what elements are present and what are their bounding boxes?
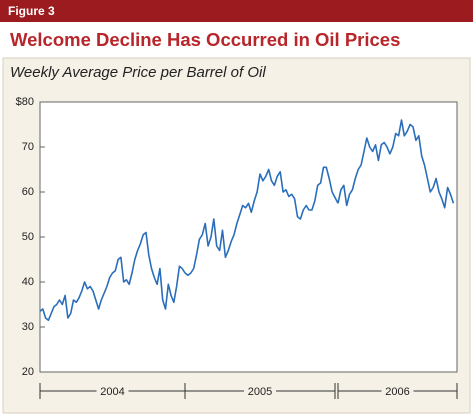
y-tick-label: 50 [22, 231, 34, 243]
chart-title: Welcome Decline Has Occurred in Oil Pric… [10, 29, 400, 50]
figure-label: Figure 3 [8, 4, 55, 18]
y-tick-label: 20 [22, 366, 34, 378]
x-period-label: 2006 [385, 386, 409, 398]
y-tick-label: 40 [22, 276, 34, 288]
x-period-label: 2004 [100, 386, 124, 398]
y-tick-label: 30 [22, 321, 34, 333]
chart-subtitle: Weekly Average Price per Barrel of Oil [10, 64, 266, 81]
price-line [184, 166, 333, 277]
y-tick-label: 70 [22, 141, 34, 153]
header-bar [0, 0, 473, 22]
line-connector [331, 191, 339, 204]
price-line [39, 231, 183, 322]
y-tick-label: 60 [22, 186, 34, 198]
price-line [337, 119, 455, 209]
x-period-label: 2005 [248, 386, 272, 398]
line-connector [181, 268, 186, 274]
y-tick-label: $80 [16, 96, 34, 108]
